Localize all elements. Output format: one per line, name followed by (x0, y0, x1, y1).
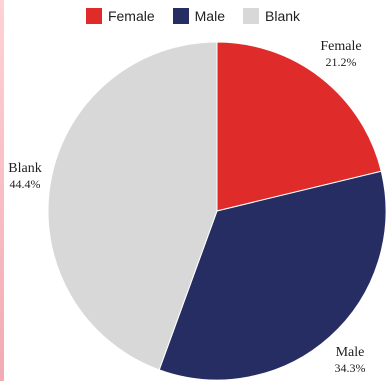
slice-value-female: 21.2% (326, 55, 357, 69)
legend-label-female: Female (107, 8, 155, 24)
legend-label-blank: Blank (265, 8, 301, 24)
slice-label-blank: Blank (8, 161, 41, 176)
slice-value-male: 34.3% (335, 361, 366, 375)
legend: Female Male Blank (0, 8, 386, 24)
pie-slice-blank (47, 41, 218, 371)
slice-value-blank: 44.4% (10, 177, 41, 191)
legend-label-male: Male (194, 8, 225, 24)
legend-swatch-female (85, 8, 102, 24)
pie-slice-female (216, 41, 382, 212)
left-accent-bar (0, 0, 4, 381)
slice-label-female: Female (320, 39, 361, 54)
legend-item-male: Male (172, 8, 225, 24)
legend-swatch-blank (243, 8, 259, 24)
legend-item-blank: Blank (243, 8, 300, 24)
legend-item-female: Female (85, 8, 155, 24)
legend-swatch-male (172, 8, 189, 24)
pie-slices (47, 41, 386, 381)
slice-label-male: Male (336, 345, 365, 360)
